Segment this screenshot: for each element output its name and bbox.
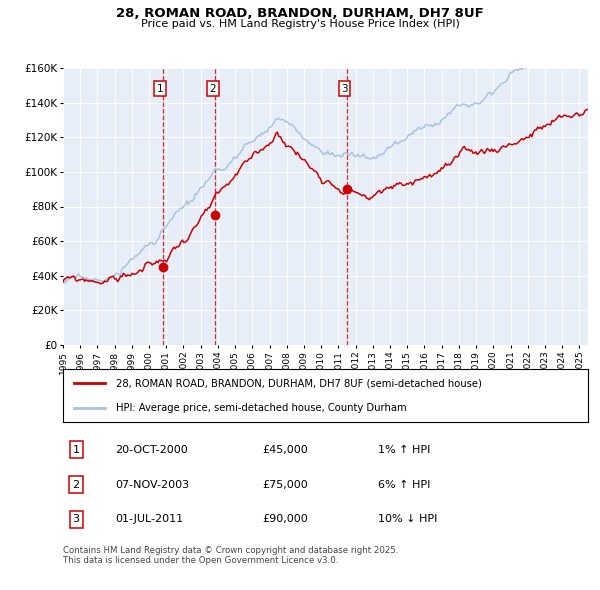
Text: 10% ↓ HPI: 10% ↓ HPI (378, 514, 437, 525)
Text: 1% ↑ HPI: 1% ↑ HPI (378, 445, 430, 454)
Text: £45,000: £45,000 (263, 445, 308, 454)
Text: £75,000: £75,000 (263, 480, 308, 490)
Text: 1: 1 (157, 84, 164, 94)
Text: 3: 3 (73, 514, 80, 525)
Text: 07-NOV-2003: 07-NOV-2003 (115, 480, 190, 490)
Text: Contains HM Land Registry data © Crown copyright and database right 2025.
This d: Contains HM Land Registry data © Crown c… (63, 546, 398, 565)
Text: 28, ROMAN ROAD, BRANDON, DURHAM, DH7 8UF (semi-detached house): 28, ROMAN ROAD, BRANDON, DURHAM, DH7 8UF… (115, 378, 481, 388)
Text: 01-JUL-2011: 01-JUL-2011 (115, 514, 184, 525)
Text: 2: 2 (209, 84, 216, 94)
Text: 2: 2 (73, 480, 80, 490)
Text: £90,000: £90,000 (263, 514, 308, 525)
Text: HPI: Average price, semi-detached house, County Durham: HPI: Average price, semi-detached house,… (115, 402, 406, 412)
Text: 1: 1 (73, 445, 80, 454)
Text: 20-OCT-2000: 20-OCT-2000 (115, 445, 188, 454)
Text: 3: 3 (341, 84, 348, 94)
Text: Price paid vs. HM Land Registry's House Price Index (HPI): Price paid vs. HM Land Registry's House … (140, 19, 460, 29)
Bar (163, 68, 215, 345)
Text: 28, ROMAN ROAD, BRANDON, DURHAM, DH7 8UF: 28, ROMAN ROAD, BRANDON, DURHAM, DH7 8UF (116, 7, 484, 20)
Text: 6% ↑ HPI: 6% ↑ HPI (378, 480, 430, 490)
Bar (163, 68, 215, 345)
